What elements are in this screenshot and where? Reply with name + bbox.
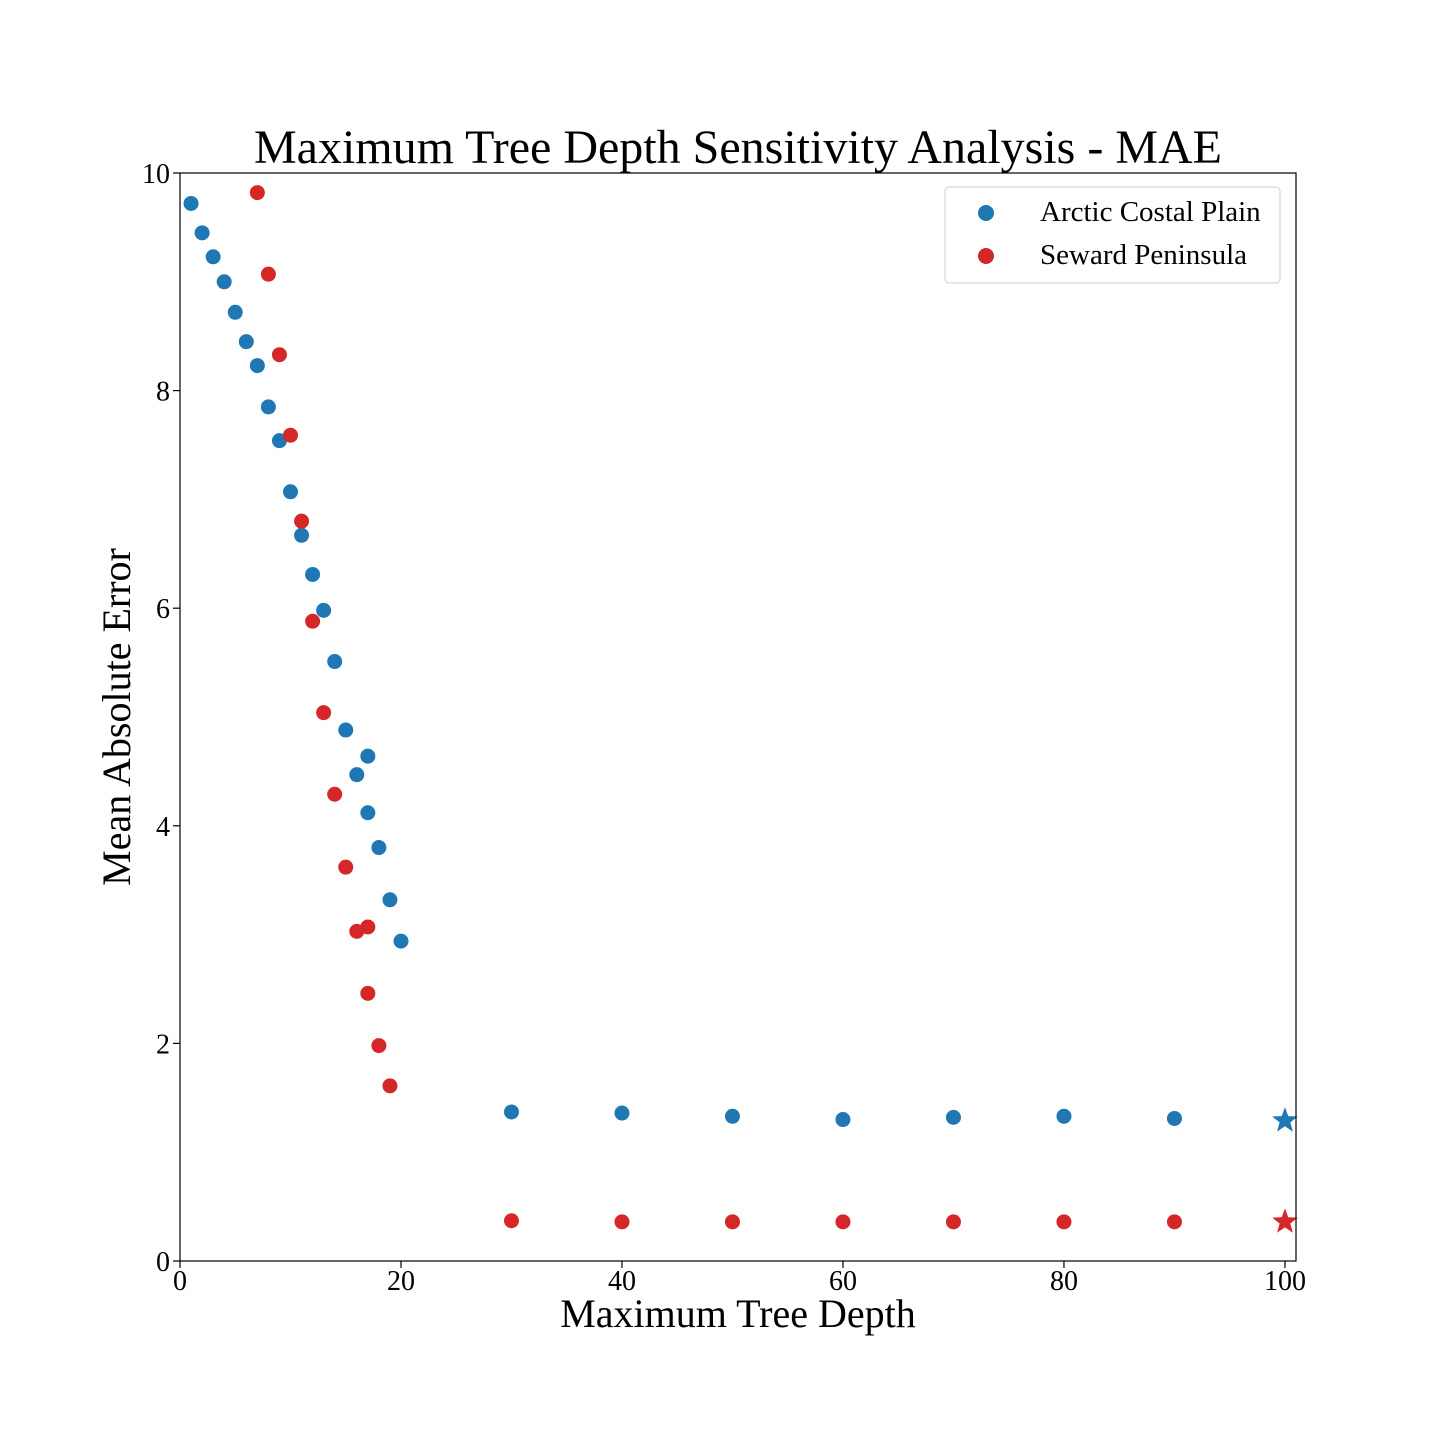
data-point (1056, 1214, 1072, 1230)
x-tick-label: 60 (829, 1266, 857, 1297)
data-point (305, 566, 321, 582)
data-point (316, 705, 332, 721)
data-point (382, 892, 398, 908)
data-point (371, 1038, 387, 1054)
plot-area (183, 185, 1298, 1233)
data-point (724, 1108, 740, 1124)
y-tick-label: 8 (156, 377, 170, 408)
data-point (503, 1213, 519, 1229)
data-point (305, 613, 321, 629)
x-tick-label: 20 (387, 1266, 415, 1297)
data-point (371, 840, 387, 856)
data-point (216, 274, 232, 290)
data-point (1056, 1108, 1072, 1124)
legend-marker-arctic (978, 205, 994, 221)
data-point (393, 933, 409, 949)
data-point (249, 358, 265, 374)
highlight-star-point (1272, 1208, 1298, 1233)
x-tick-label: 0 (173, 1266, 187, 1297)
legend-label-seward: Seward Peninsula (1040, 239, 1247, 271)
data-point (327, 654, 343, 670)
data-point (271, 347, 287, 363)
legend-box (944, 186, 1281, 284)
data-point (945, 1214, 961, 1230)
data-point (360, 919, 376, 935)
series-0 (183, 195, 1298, 1132)
x-tick-label: 40 (608, 1266, 636, 1297)
data-point (294, 513, 310, 529)
legend: Arctic Costal Plain Seward Peninsula (944, 186, 1281, 284)
legend-label-arctic: Arctic Costal Plain (1040, 196, 1261, 228)
data-point (835, 1112, 851, 1128)
data-point (260, 266, 276, 282)
data-point (503, 1104, 519, 1120)
data-point (1166, 1110, 1182, 1126)
data-point (282, 427, 298, 443)
data-point (614, 1105, 630, 1121)
data-point (338, 859, 354, 875)
y-tick-label: 0 (156, 1247, 170, 1278)
data-point (338, 722, 354, 738)
data-point (316, 602, 332, 618)
data-point (360, 805, 376, 821)
x-tick-label: 100 (1264, 1266, 1306, 1297)
y-tick-label: 2 (156, 1029, 170, 1060)
plot-frame (179, 172, 1297, 1262)
data-point (360, 985, 376, 1001)
x-tick-label: 80 (1050, 1266, 1078, 1297)
legend-marker-seward (978, 248, 994, 264)
data-point (835, 1214, 851, 1230)
y-axis-ticks: 0 2 4 6 8 10 (142, 159, 180, 1278)
data-point (614, 1214, 630, 1230)
data-point (205, 249, 221, 265)
data-point (294, 527, 310, 543)
data-point (724, 1214, 740, 1230)
x-axis-ticks: 0 20 40 60 80 100 (173, 1261, 1306, 1297)
highlight-star-point (1272, 1107, 1298, 1132)
data-point (382, 1078, 398, 1094)
data-point (327, 786, 343, 802)
data-point (1166, 1214, 1182, 1230)
series-1 (249, 185, 1298, 1233)
data-point (945, 1109, 961, 1125)
y-tick-label: 10 (142, 159, 170, 190)
y-axis-label: Mean Absolute Error (94, 548, 139, 886)
data-point (194, 225, 210, 241)
data-point (260, 399, 276, 415)
data-point (238, 334, 254, 350)
data-point (349, 767, 365, 783)
y-tick-label: 4 (156, 812, 170, 843)
data-point (227, 304, 243, 320)
data-point (282, 484, 298, 500)
data-point (183, 195, 199, 211)
x-axis-label: Maximum Tree Depth (560, 1291, 916, 1336)
y-tick-label: 6 (156, 594, 170, 625)
data-point (249, 185, 265, 201)
chart-title: Maximum Tree Depth Sensitivity Analysis … (254, 121, 1222, 174)
data-point (360, 748, 376, 764)
